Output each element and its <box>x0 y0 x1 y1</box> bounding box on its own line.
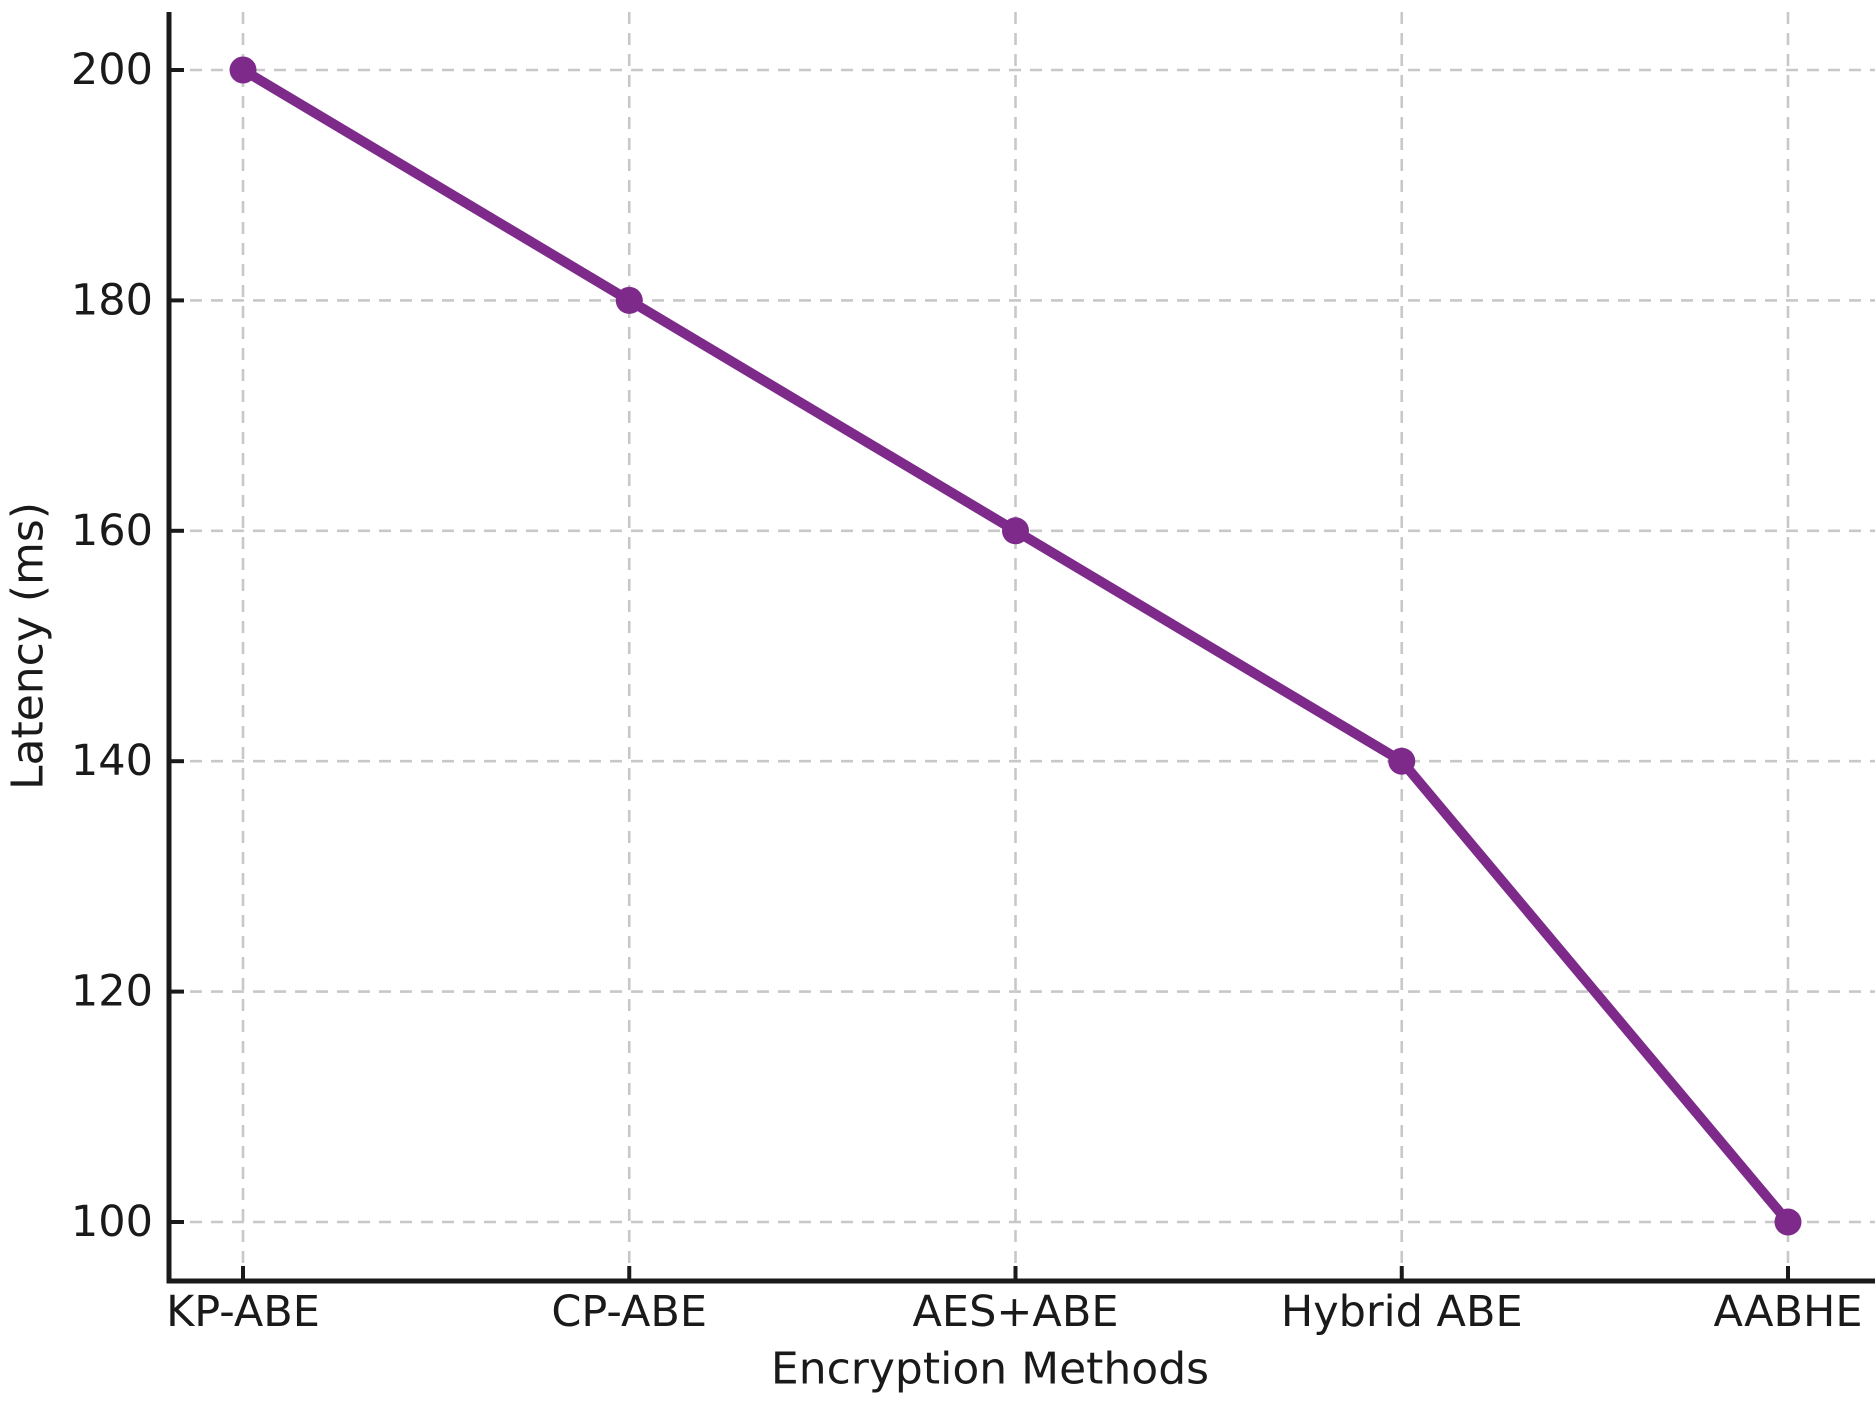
data-point-marker <box>615 286 643 314</box>
x-tick-label: KP-ABE <box>166 1287 320 1337</box>
x-tick-label: AABHE <box>1713 1287 1862 1337</box>
y-tick-label: 160 <box>71 506 153 556</box>
x-tick-label: CP-ABE <box>551 1287 707 1337</box>
y-tick-label: 140 <box>71 736 153 786</box>
data-point-marker <box>229 56 257 84</box>
y-tick-label: 100 <box>71 1197 153 1247</box>
data-point-marker <box>1774 1208 1802 1236</box>
x-axis-title: Encryption Methods <box>770 1343 1210 1395</box>
y-axis-title: Latency (ms) <box>2 501 54 791</box>
x-tick-label: AES+ABE <box>913 1287 1119 1337</box>
x-tick-label: Hybrid ABE <box>1281 1287 1523 1337</box>
y-tick-label: 180 <box>71 275 153 325</box>
y-tick-label: 120 <box>71 967 153 1017</box>
data-point-marker <box>1388 747 1416 775</box>
y-tick-label: 200 <box>71 45 153 95</box>
data-point-marker <box>1002 517 1029 545</box>
